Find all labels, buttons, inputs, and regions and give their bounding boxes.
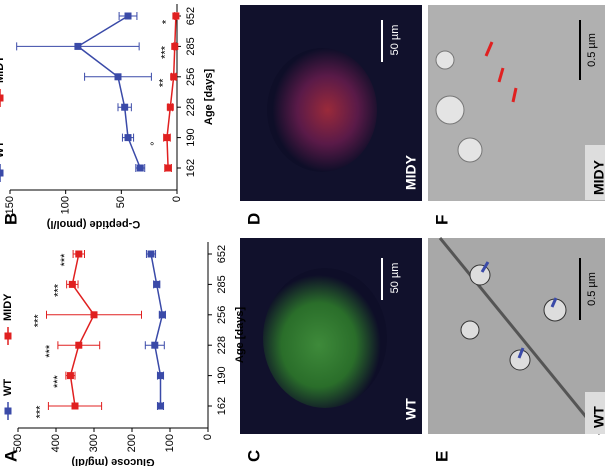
marker — [164, 164, 172, 172]
series-line — [150, 253, 164, 406]
marker — [147, 250, 155, 258]
panel-label: E — [432, 451, 451, 462]
significance: *** — [53, 283, 65, 297]
sample-label: MIDY — [403, 154, 419, 190]
chart: 0 50 100 150 162 190 228 256 285 652 Age [days] C-p… — [0, 4, 215, 230]
marker — [170, 73, 178, 81]
y-tick-label: 0 — [171, 196, 183, 202]
marker — [71, 402, 79, 410]
legend-label: WT — [2, 379, 14, 396]
marker — [74, 42, 82, 50]
marker — [171, 42, 179, 50]
y-tick-label: 400 — [50, 434, 62, 452]
x-axis-title: Age [days] — [234, 307, 246, 364]
marker — [153, 280, 161, 288]
x-tick-label: 285 — [185, 37, 197, 55]
marker — [124, 134, 132, 142]
marker — [166, 103, 174, 111]
significance: ** — [157, 78, 169, 87]
y-tick-label: 100 — [60, 196, 72, 214]
marker — [75, 250, 83, 258]
scale-label: 0.5 µm — [586, 272, 598, 306]
y-tick-label: 0 — [202, 434, 214, 440]
x-tick-label: 285 — [216, 275, 228, 293]
x-tick-label: 190 — [216, 366, 228, 384]
legend-label: WT — [0, 141, 6, 158]
x-tick-label: 162 — [185, 159, 197, 177]
marker — [172, 12, 180, 20]
scale-label: 50 µm — [389, 263, 401, 294]
marker — [157, 372, 164, 380]
micrograph-e: WT 0.5 µm — [428, 237, 605, 435]
significance: *** — [52, 374, 64, 388]
marker — [66, 372, 74, 380]
marker — [90, 311, 98, 319]
sample-label: WT — [591, 406, 605, 428]
y-tick-label: 200 — [126, 434, 138, 452]
x-tick-label: 190 — [185, 128, 197, 146]
legend-marker — [0, 94, 4, 102]
panel-label: B — [1, 213, 20, 225]
marker — [151, 341, 159, 349]
marker — [114, 73, 122, 81]
micrograph-d: MIDY 50 µm — [240, 5, 422, 201]
legend-marker — [4, 407, 12, 415]
y-tick-label: 500 — [12, 434, 24, 452]
x-tick-label: 162 — [216, 397, 228, 415]
x-tick-label: 256 — [185, 68, 197, 86]
y-tick-label: 100 — [164, 434, 176, 452]
marker — [163, 134, 171, 142]
marker — [68, 280, 76, 288]
series-line — [76, 15, 141, 169]
scale-label: 50 µm — [389, 25, 401, 56]
scale-label: 0.5 µm — [586, 33, 598, 67]
panel-label: F — [432, 215, 451, 225]
x-tick-label: 256 — [216, 306, 228, 324]
y-tick-label: 50 — [115, 196, 127, 208]
chart: 0 100 200 300 400 500 162 190 228 256 285 652 Age [d… — [2, 242, 246, 468]
x-tick-label: 228 — [216, 336, 228, 354]
panel-label: C — [244, 450, 263, 462]
sample-label: WT — [403, 398, 419, 420]
significance: *** — [32, 314, 44, 328]
x-tick-label: 228 — [185, 98, 197, 116]
y-axis-title: Glucose (mg/dl) — [71, 456, 154, 466]
significance: * — [161, 19, 173, 24]
x-tick-label: 652 — [185, 7, 197, 25]
marker — [158, 311, 166, 319]
legend-label: MIDY — [2, 293, 14, 321]
marker — [136, 164, 144, 172]
legend-label: MIDY — [0, 55, 6, 83]
significance: ° — [150, 141, 162, 145]
significance: *** — [160, 45, 172, 59]
marker — [121, 103, 129, 111]
x-tick-label: 652 — [216, 245, 228, 263]
series-line — [166, 15, 177, 169]
x-axis-title: Age [days] — [203, 69, 215, 126]
significance: *** — [44, 344, 56, 358]
panel-label: A — [1, 450, 20, 462]
legend-marker — [0, 169, 4, 177]
series-line — [69, 253, 95, 407]
marker — [157, 402, 164, 410]
y-axis-title: C-peptide (pmol/l) — [46, 218, 140, 230]
sample-label: MIDY — [591, 159, 605, 195]
significance: *** — [34, 405, 46, 419]
micrograph-f: MIDY 0.5 µm — [428, 5, 605, 201]
panel-label: D — [244, 213, 263, 225]
y-tick-label: 150 — [4, 196, 16, 214]
marker — [75, 341, 83, 349]
micrograph-c: WT 50 µm — [240, 238, 422, 434]
legend-marker — [4, 332, 12, 340]
marker — [124, 12, 132, 20]
y-tick-label: 300 — [88, 434, 100, 452]
significance: *** — [59, 253, 71, 267]
